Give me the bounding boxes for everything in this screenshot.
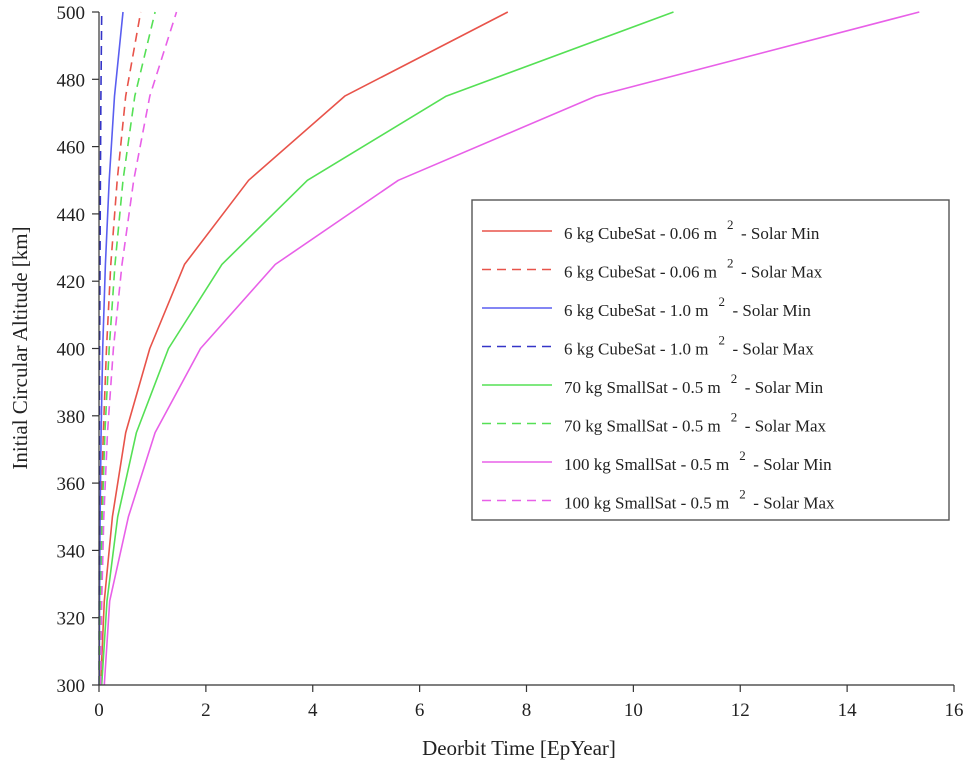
x-tick-label: 6 — [415, 700, 425, 721]
legend-entry-superscript: 2 — [719, 333, 726, 348]
y-tick-label: 300 — [57, 676, 86, 697]
legend-entry-condition: - Solar Min — [745, 378, 824, 397]
series-line-6 — [99, 11, 156, 686]
x-tick-label: 8 — [522, 700, 532, 721]
legend-entry-label: 100 kg SmallSat - 0.5 m — [564, 494, 729, 513]
legend-entry-condition: - Solar Min — [741, 224, 820, 243]
legend-entry-superscript: 2 — [739, 448, 746, 463]
y-tick-label: 500 — [57, 3, 86, 24]
series-line-8 — [99, 11, 178, 686]
x-tick-label: 14 — [838, 700, 858, 721]
legend-entry-label: 70 kg SmallSat - 0.5 m — [564, 378, 721, 397]
legend-entry-condition: - Solar Min — [753, 455, 832, 474]
x-tick-label: 10 — [624, 700, 643, 721]
series-layer — [98, 11, 920, 686]
legend-entry-superscript: 2 — [727, 217, 734, 232]
legend-entry-label: 70 kg SmallSat - 0.5 m — [564, 417, 721, 436]
x-axis-label: Deorbit Time [EpYear] — [422, 736, 616, 760]
y-tick-label: 340 — [57, 541, 86, 562]
legend-entry-label: 6 kg CubeSat - 0.06 m — [564, 263, 717, 282]
x-tick-label: 16 — [945, 700, 964, 721]
series-line-5 — [100, 11, 674, 686]
legend-entry-label: 6 kg CubeSat - 0.06 m — [564, 224, 717, 243]
x-tick-label: 0 — [94, 700, 104, 721]
legend-entry-superscript: 2 — [739, 487, 746, 502]
legend-entry-condition: - Solar Max — [733, 340, 815, 359]
y-tick-label: 480 — [57, 70, 86, 91]
y-axis-label: Initial Circular Altitude [km] — [8, 226, 32, 469]
y-tick-label: 440 — [57, 205, 86, 226]
x-tick-label: 4 — [308, 700, 318, 721]
legend-box — [471, 199, 950, 521]
legend-entry-label: 6 kg CubeSat - 1.0 m — [564, 340, 709, 359]
legend-entry-condition: - Solar Max — [741, 263, 823, 282]
y-tick-label: 360 — [57, 474, 86, 495]
legend-entry-condition: - Solar Max — [745, 417, 827, 436]
legend-entry-superscript: 2 — [731, 371, 738, 386]
series-line-7 — [103, 11, 920, 686]
legend-entry-condition: - Solar Min — [733, 301, 812, 320]
x-tick-label: 2 — [201, 700, 211, 721]
series-line-1 — [99, 11, 509, 686]
y-tick-label: 380 — [57, 407, 86, 428]
axes-layer: 0 2 4 6 8 10 12 14 16 300 320 340 360 380 400 420 440 460… — [57, 3, 964, 721]
legend-entry-superscript: 2 — [731, 410, 738, 425]
y-tick-label: 460 — [57, 138, 86, 159]
y-tick-label: 320 — [57, 609, 86, 630]
y-tick-label: 420 — [57, 272, 86, 293]
y-tick-label: 400 — [57, 340, 86, 361]
series-line-3 — [98, 11, 124, 686]
legend-entry-label: 100 kg SmallSat - 0.5 m — [564, 455, 729, 474]
x-tick-label: 12 — [731, 700, 750, 721]
legend-entry-superscript: 2 — [719, 294, 726, 309]
legend-entry-condition: - Solar Max — [753, 494, 835, 513]
legend-entry-label: 6 kg CubeSat - 1.0 m — [564, 301, 709, 320]
legend-entry-superscript: 2 — [727, 256, 734, 271]
